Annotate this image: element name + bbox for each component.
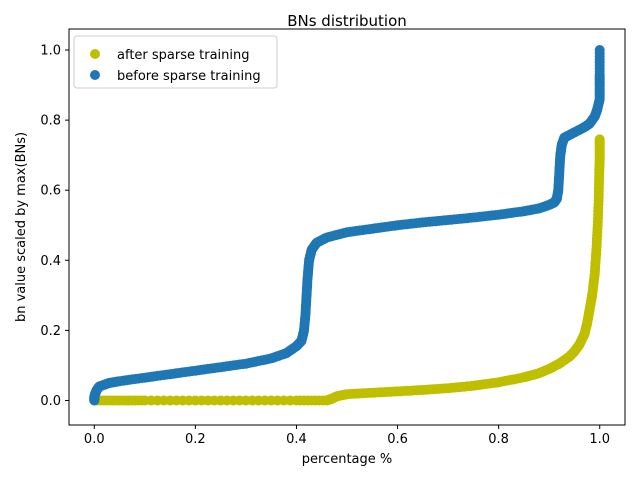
legend-marker-after bbox=[90, 49, 100, 59]
legend: after sparse training before sparse trai… bbox=[73, 35, 278, 89]
chart-title: BNs distribution bbox=[287, 12, 407, 30]
y-axis: 0.0 0.2 0.4 0.6 0.8 1.0 bbox=[40, 44, 69, 409]
x-tick-label: 0.0 bbox=[84, 432, 105, 447]
data-point bbox=[594, 134, 605, 145]
x-tick-label: 0.4 bbox=[286, 432, 307, 447]
legend-box bbox=[73, 35, 278, 89]
y-tick-label: 0.0 bbox=[40, 394, 61, 409]
y-tick-label: 0.6 bbox=[40, 184, 61, 199]
series-1 bbox=[89, 45, 605, 406]
y-tick-label: 0.8 bbox=[40, 114, 61, 129]
legend-entry-after: after sparse training bbox=[117, 48, 250, 63]
y-tick-label: 0.4 bbox=[40, 254, 61, 269]
plot-marks bbox=[89, 45, 605, 406]
plot-frame bbox=[68, 28, 626, 426]
x-tick-label: 0.8 bbox=[488, 432, 509, 447]
legend-entry-before: before sparse training bbox=[117, 69, 261, 84]
x-tick-label: 0.6 bbox=[387, 432, 408, 447]
y-tick-label: 0.2 bbox=[40, 324, 61, 339]
x-tick-label: 1.0 bbox=[589, 432, 610, 447]
y-axis-label: bn value scaled by max(BNs) bbox=[14, 132, 29, 322]
y-tick-label: 1.0 bbox=[40, 44, 61, 59]
data-point bbox=[594, 45, 605, 55]
legend-marker-before bbox=[90, 70, 100, 80]
x-tick-label: 0.2 bbox=[185, 432, 206, 447]
series-0 bbox=[89, 134, 605, 406]
x-axis-label: percentage % bbox=[302, 452, 393, 467]
x-axis: 0.0 0.2 0.4 0.6 0.8 1.0 bbox=[84, 425, 610, 447]
